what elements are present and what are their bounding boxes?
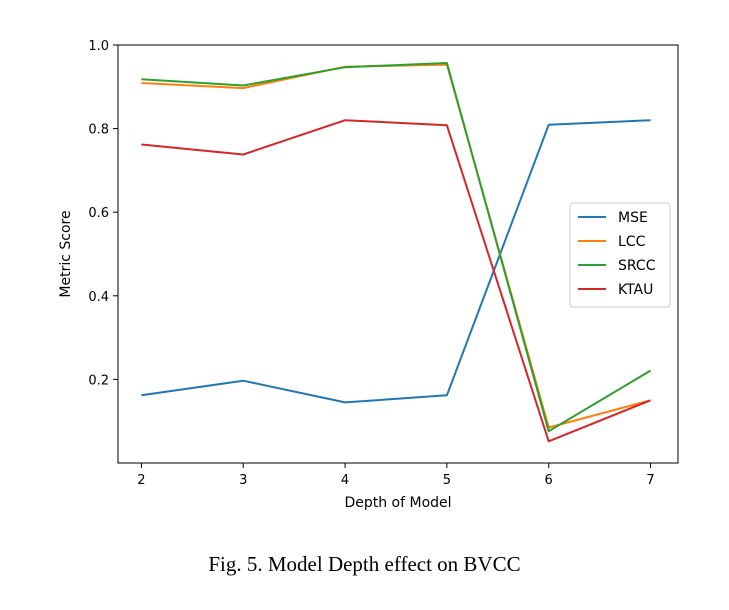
- plot-lines: [141, 62, 652, 443]
- x-tick-label: 2: [137, 473, 145, 488]
- legend-label-mse: MSE: [618, 210, 648, 226]
- series-line-srcc: [141, 62, 652, 433]
- y-tick-label: 0.8: [88, 123, 109, 138]
- y-tick-label: 0.4: [88, 290, 109, 305]
- line-chart: 2 3 4 5 6 7 0.2 0.4 0.6 0.8 1.0 Depth of Model Me…: [58, 39, 679, 511]
- legend-box: [569, 202, 671, 308]
- x-axis-label: Depth of Model: [344, 495, 451, 511]
- series-line-ktau: [141, 119, 651, 443]
- x-tick-label: 5: [443, 473, 451, 488]
- y-tick-label: 0.2: [88, 373, 109, 388]
- plot-frame: [117, 44, 679, 464]
- y-axis-ticks: 0.2 0.4 0.6 0.8 1.0: [88, 39, 118, 388]
- legend-label-lcc: LCC: [618, 234, 646, 250]
- y-axis-label: Metric Score: [58, 210, 74, 297]
- series-line-mse: [141, 119, 651, 404]
- x-axis-ticks: 2 3 4 5 6 7: [137, 463, 655, 488]
- legend: MSE LCC SRCC KTAU: [569, 202, 671, 308]
- figure-caption: Fig. 5. Model Depth effect on BVCC: [208, 552, 521, 576]
- legend-label-ktau: KTAU: [618, 282, 653, 298]
- x-tick-label: 7: [646, 473, 654, 488]
- x-tick-label: 3: [239, 473, 247, 488]
- x-tick-label: 4: [341, 473, 349, 488]
- y-tick-label: 1.0: [88, 39, 109, 54]
- y-tick-label: 0.6: [88, 206, 109, 221]
- x-tick-label: 6: [545, 473, 553, 488]
- legend-label-srcc: SRCC: [618, 258, 656, 274]
